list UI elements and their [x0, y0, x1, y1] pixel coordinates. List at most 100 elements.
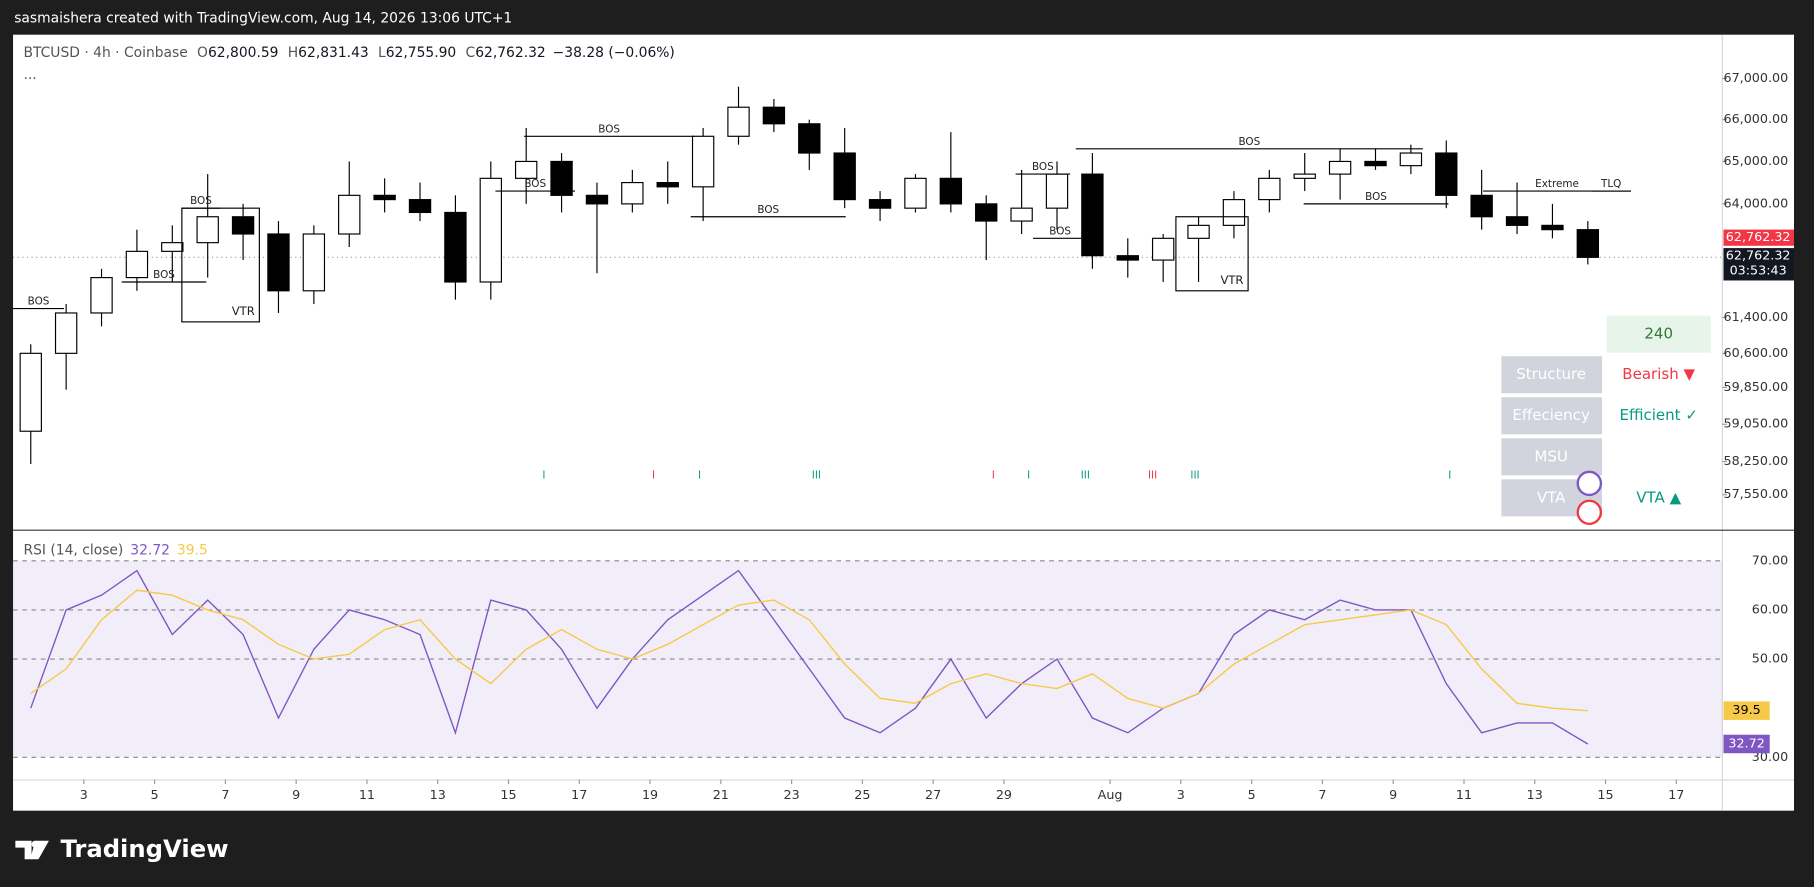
signal: I: [992, 469, 995, 481]
flag-icon: [1576, 499, 1603, 526]
indicator-legend: RSI (14, close) 32.72 39.5: [23, 542, 207, 558]
price-tag: [1723, 248, 1794, 281]
ohlc-key: C: [466, 45, 476, 61]
y-tick-label: 66,000.00: [1723, 111, 1788, 126]
table-value: Bearish ▼: [1622, 365, 1695, 383]
candle-body: [868, 199, 892, 209]
table-label-bg: [1501, 356, 1603, 394]
candle-body: [1364, 160, 1387, 167]
x-tick-label: 3: [1177, 787, 1185, 802]
candle-body: [1470, 194, 1493, 218]
candle-body: [798, 123, 821, 154]
structure-label: BOS: [1365, 191, 1387, 203]
x-tick-label: 17: [571, 787, 587, 802]
vtr-label: VTR: [232, 304, 255, 318]
table-value: Efficient ✓: [1619, 406, 1697, 424]
table-value: VTA ▲: [1636, 488, 1681, 506]
signal: I: [652, 469, 655, 481]
candle-body: [302, 233, 326, 292]
ohlc-key: O: [197, 45, 208, 61]
table-label: VTA: [1537, 488, 1566, 506]
candle-body: [975, 203, 998, 222]
structure-label: BOS: [524, 178, 546, 190]
candle-body: [54, 312, 78, 354]
symbol-legend: BTCUSD · 4h · Coinbase O62,800.59 H62,831.…: [23, 45, 674, 61]
y-tick-label: 61,400.00: [1723, 309, 1788, 324]
indicator-title: RSI (14, close): [23, 542, 123, 558]
structure-label: BOS: [28, 296, 50, 308]
structure-label: BOS: [1238, 136, 1260, 148]
signal: I: [1448, 469, 1451, 481]
candle-body: [196, 216, 219, 244]
candle-body: [267, 233, 290, 292]
structure-label: BOS: [153, 269, 175, 281]
ohlc-value: 62,831.43: [298, 45, 369, 61]
structure-label: TLQ: [1600, 178, 1621, 190]
x-tick-label: 7: [1318, 787, 1326, 802]
x-tick-label: 25: [854, 787, 870, 802]
vtr-box: [1175, 216, 1249, 292]
candle-body: [1541, 224, 1564, 231]
y-tick-label: 60.00: [1752, 601, 1788, 616]
candle-body: [479, 177, 502, 283]
y-tick-label: 64,000.00: [1723, 195, 1788, 210]
legend-value: 39.5: [177, 542, 208, 558]
candle-body: [1010, 207, 1033, 222]
signal: III: [1081, 469, 1090, 481]
y-tick-label: 50.00: [1752, 651, 1788, 666]
signal: III: [1148, 469, 1157, 481]
logo-dot: [31, 840, 39, 848]
x-tick-label: 23: [784, 787, 800, 802]
y-tick-label: 58,250.00: [1723, 453, 1788, 468]
table-label: Structure: [1516, 365, 1586, 383]
x-tick-label: 13: [430, 787, 446, 802]
value-tag: [1723, 734, 1770, 754]
rsi-line: [30, 589, 1588, 712]
table-label: Effeciency: [1512, 406, 1590, 424]
candle-body: [691, 135, 715, 188]
candle-body: [1081, 173, 1104, 257]
x-tick-label: 13: [1527, 787, 1543, 802]
rsi-line: [30, 569, 1589, 745]
brand-text: TradingView: [60, 834, 228, 863]
change: −38.28 (−0.06%): [553, 45, 675, 61]
x-tick-label: 15: [1597, 787, 1613, 802]
ohlc-key: L: [378, 45, 386, 61]
y-tick-label: 59,850.00: [1723, 379, 1788, 394]
legend-value: 32.72: [130, 542, 170, 558]
value-tag-text: 39.5: [1732, 702, 1760, 717]
y-tick-label: 67,000.00: [1723, 70, 1788, 85]
vtr-label: VTR: [1220, 273, 1243, 287]
header-text: sasmaishera created with TradingView.com…: [14, 11, 512, 27]
candle-body: [514, 160, 538, 179]
x-tick-label: 3: [80, 787, 88, 802]
candle-body: [904, 177, 927, 209]
y-tick-label: 57,550.00: [1723, 486, 1788, 501]
ohlc-value: 62,762.32: [475, 45, 546, 61]
candle-body: [408, 199, 432, 214]
candle-body: [939, 177, 963, 205]
signal: III: [1190, 469, 1199, 481]
candle-body: [1435, 152, 1458, 196]
x-tick-label: 17: [1668, 787, 1684, 802]
candle-body: [161, 242, 184, 252]
x-tick-label: Aug: [1098, 787, 1123, 802]
structure-label: BOS: [757, 204, 779, 216]
x-tick-label: 5: [151, 787, 159, 802]
more-button[interactable]: ...: [23, 67, 36, 83]
x-tick-label: 11: [359, 787, 375, 802]
chart-area: [13, 34, 1794, 811]
candle-body: [231, 216, 255, 235]
y-tick-label: 65,000.00: [1723, 153, 1788, 168]
price-tag-alt: [1723, 229, 1794, 246]
countdown: 03:53:43: [1730, 263, 1787, 278]
candle-body: [90, 277, 113, 314]
candle-body: [338, 194, 361, 235]
table-header-bg: [1606, 315, 1711, 353]
alert-icon: [1576, 470, 1603, 497]
candle-body: [585, 194, 609, 205]
structure-label: BOS: [598, 123, 620, 135]
candle-body: [1187, 224, 1210, 239]
price-tag-text: 62,762.32: [1726, 248, 1791, 263]
